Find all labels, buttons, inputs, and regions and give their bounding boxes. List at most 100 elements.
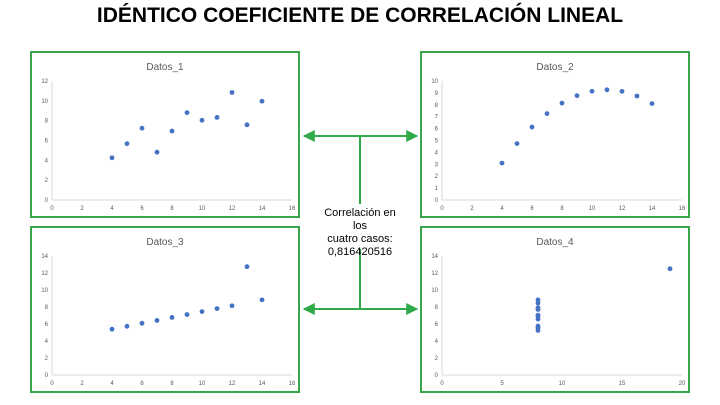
y-tick-label: 6 [435, 322, 439, 328]
x-tick-label: 12 [229, 206, 236, 212]
y-tick-label: 0 [435, 198, 439, 204]
data-point [535, 325, 541, 331]
data-point [214, 306, 220, 312]
data-point [244, 264, 250, 270]
chart-panel-datos-2: Datos_2 0 2 4 6 8 10 12 14 16 0 1 2 3 4 5 6 7 8 9 10 [420, 51, 690, 218]
note-line-2: cuatro casos: [327, 233, 393, 245]
y-tick-label: 4 [45, 339, 49, 345]
y-tick-label: 8 [45, 305, 49, 311]
data-point [184, 110, 190, 116]
x-tick-label: 16 [289, 206, 296, 212]
data-point [535, 305, 541, 311]
x-tick-label: 0 [440, 206, 444, 212]
data-point [514, 141, 520, 146]
data-point [634, 93, 640, 99]
y-tick-label: 10 [41, 99, 48, 105]
x-tick-label: 4 [110, 206, 114, 212]
data-point [139, 125, 145, 131]
x-tick-label: 6 [140, 381, 144, 387]
data-point [199, 309, 205, 314]
y-tick-label: 2 [45, 356, 49, 362]
y-tick-label: 0 [435, 373, 439, 379]
y-tick-label: 10 [431, 79, 438, 85]
data-point [499, 160, 505, 166]
data-point [154, 318, 160, 323]
data-point [124, 141, 130, 147]
x-tick-label: 14 [649, 206, 656, 212]
y-tick-label: 9 [435, 91, 439, 97]
x-tick-label: 10 [199, 206, 206, 212]
x-tick-label: 4 [500, 206, 504, 212]
x-tick-label: 8 [560, 206, 564, 212]
note-line-3: 0,816420516 [327, 246, 393, 258]
x-tick-label: 8 [170, 381, 174, 387]
data-point [259, 98, 265, 104]
x-tick-label: 20 [679, 381, 686, 387]
data-point [109, 326, 115, 332]
data-point [544, 111, 550, 117]
data-point [169, 128, 175, 134]
y-tick-label: 6 [45, 139, 49, 145]
y-tick-label: 2 [45, 178, 49, 184]
x-tick-label: 2 [80, 206, 84, 212]
y-tick-label: 7 [435, 115, 439, 121]
y-tick-label: 10 [41, 288, 48, 294]
x-tick-label: 6 [530, 206, 534, 212]
data-point [109, 155, 115, 161]
data-point [574, 93, 580, 99]
scatter-chart-datos-4: Datos_4 0 5 10 15 20 0 2 4 6 8 10 12 14 [431, 237, 686, 387]
x-tick-label: 0 [50, 381, 54, 387]
y-tick-label: 2 [435, 356, 439, 362]
data-point [259, 297, 265, 303]
data-point [214, 114, 220, 120]
data-point [589, 88, 595, 94]
y-tick-label: 8 [435, 305, 439, 311]
x-tick-label: 10 [199, 381, 206, 387]
x-tick-label: 5 [500, 381, 504, 387]
x-tick-label: 16 [289, 381, 296, 387]
data-point [667, 266, 673, 272]
x-tick-label: 10 [589, 206, 596, 212]
correlation-note: Correlación en los cuatro casos: 0,81642… [318, 207, 402, 259]
y-tick-label: 2 [435, 174, 439, 180]
y-tick-label: 4 [435, 339, 439, 345]
chart-title: Datos_4 [536, 237, 574, 248]
y-tick-label: 14 [41, 254, 48, 260]
y-tick-label: 6 [45, 322, 49, 328]
data-point [229, 303, 235, 309]
chart-title: Datos_3 [146, 237, 184, 248]
x-tick-label: 12 [619, 206, 626, 212]
y-tick-label: 0 [45, 198, 49, 204]
chart-panel-datos-3: Datos_3 0 2 4 6 8 10 12 14 16 0 2 4 6 8 10 12 14 [30, 226, 300, 393]
data-point [229, 90, 235, 95]
x-tick-label: 14 [259, 206, 266, 212]
x-tick-label: 4 [110, 381, 114, 387]
x-tick-label: 0 [50, 206, 54, 212]
x-tick-label: 16 [679, 206, 686, 212]
y-tick-label: 10 [431, 288, 438, 294]
y-tick-label: 0 [45, 373, 49, 379]
x-tick-label: 0 [440, 381, 444, 387]
data-point [619, 88, 625, 94]
y-tick-label: 5 [435, 139, 439, 145]
data-point [124, 323, 130, 329]
x-tick-label: 10 [559, 381, 566, 387]
y-tick-label: 8 [435, 103, 439, 109]
scatter-chart-datos-1: Datos_1 0 2 4 6 8 10 12 14 16 0 2 4 6 8 10 12 [41, 62, 296, 212]
y-tick-label: 6 [435, 127, 439, 133]
chart-panel-datos-4: Datos_4 0 5 10 15 20 0 2 4 6 8 10 12 14 [420, 226, 690, 393]
x-tick-label: 6 [140, 206, 144, 212]
data-point [604, 87, 610, 93]
chart-panel-datos-1: Datos_1 0 2 4 6 8 10 12 14 16 0 2 4 6 8 10 12 [30, 51, 300, 218]
x-tick-label: 8 [170, 206, 174, 212]
data-point [184, 312, 190, 317]
x-tick-label: 15 [619, 381, 626, 387]
data-point [535, 314, 541, 319]
x-tick-label: 14 [259, 381, 266, 387]
data-point [559, 100, 565, 106]
chart-title: Datos_1 [146, 62, 184, 73]
y-tick-label: 1 [435, 186, 439, 192]
y-tick-label: 4 [435, 150, 439, 156]
